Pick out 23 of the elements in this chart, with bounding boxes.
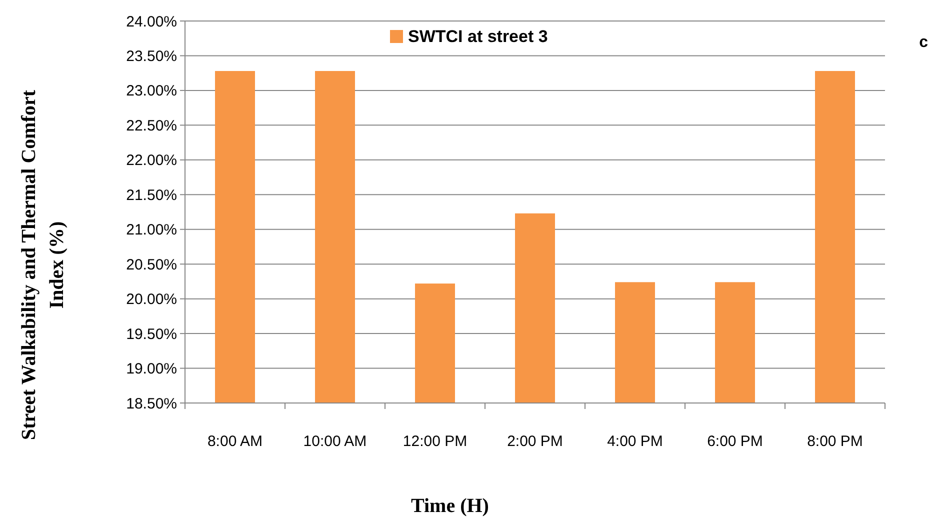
y-tick-label: 24.00%: [126, 13, 177, 30]
x-tick-label: 12:00 PM: [402, 433, 468, 450]
x-tick-label: 2:00 PM: [507, 433, 563, 450]
x-tick-label: 4:00 PM: [607, 433, 663, 450]
y-axis-title: Street Walkability and Thermal Comfort Index (%): [18, 90, 68, 440]
legend-label: SWTCI at street 3: [408, 27, 548, 46]
y-tick-label: 22.00%: [126, 152, 177, 170]
x-tick-label: 6:00 PM: [707, 433, 763, 450]
y-tick-label: 21.50%: [126, 186, 177, 204]
y-tick-label: 19.00%: [126, 360, 177, 378]
x-tick-label: 8:00 PM: [807, 433, 863, 450]
x-tick-label: 10:00 AM: [303, 433, 367, 450]
x-tick-label: 8:00 AM: [207, 433, 263, 450]
y-tick-label: 20.00%: [126, 291, 177, 308]
text: c: [919, 34, 928, 51]
y-tick-label: 19.50%: [126, 326, 177, 343]
y-tick-label: 23.50%: [126, 48, 177, 65]
y-tick-label: 18.50%: [126, 395, 177, 412]
y-tick-label: 23.00%: [126, 82, 177, 100]
y-tick-label: 20.50%: [126, 256, 177, 274]
x-axis-title: Time (H): [411, 495, 489, 517]
y-tick-label: 22.50%: [126, 117, 177, 134]
y-tick-label: 21.00%: [126, 222, 177, 239]
